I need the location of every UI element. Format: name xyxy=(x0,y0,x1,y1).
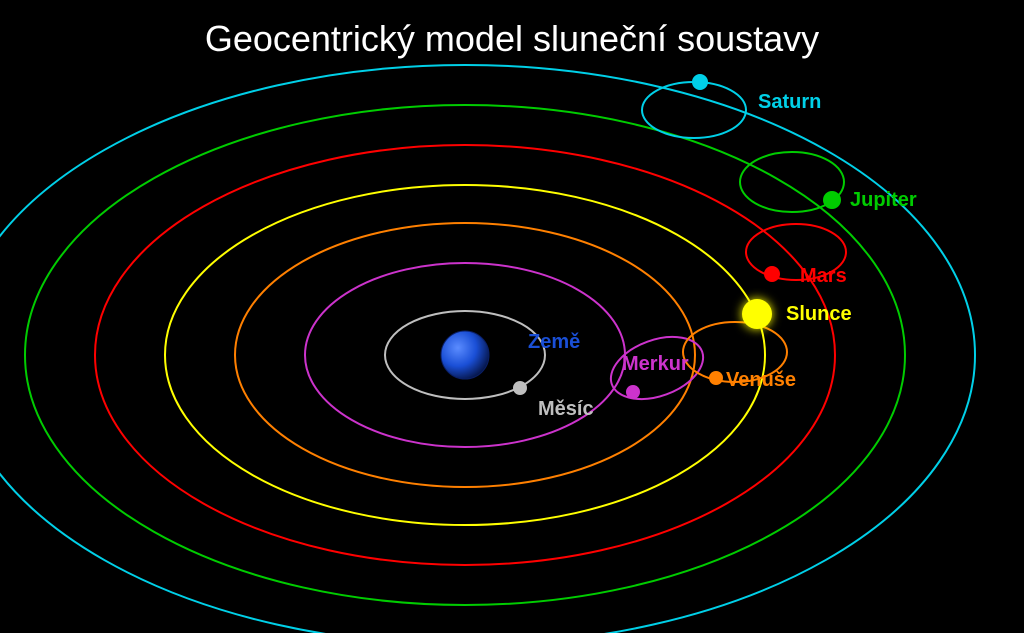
label-venuse: Venuše xyxy=(726,369,796,391)
body-mesic xyxy=(513,381,527,395)
label-zeme: Země xyxy=(528,331,580,353)
label-mars: Mars xyxy=(800,265,847,287)
body-slunce xyxy=(742,299,772,329)
label-merkur: Merkur xyxy=(622,353,689,375)
geocentric-diagram: Země Měsíc Merkur Venuše Slunce Mars Jupiter Sa… xyxy=(0,0,1024,633)
epicycle-saturn xyxy=(642,82,746,138)
body-merkur xyxy=(626,385,640,399)
body-zeme xyxy=(441,331,489,379)
body-jupiter xyxy=(823,191,841,209)
label-jupiter: Jupiter xyxy=(850,189,917,211)
body-mars xyxy=(764,266,780,282)
label-saturn: Saturn xyxy=(758,91,821,113)
label-slunce: Slunce xyxy=(786,303,852,325)
body-saturn xyxy=(692,74,708,90)
label-mesic: Měsíc xyxy=(538,398,594,420)
body-venuse xyxy=(709,371,723,385)
